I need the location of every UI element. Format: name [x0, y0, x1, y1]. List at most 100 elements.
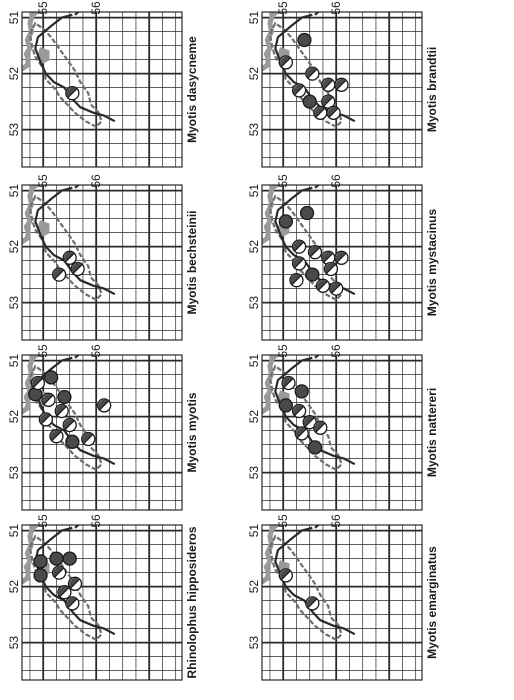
border-line [22, 12, 41, 72]
river-line [34, 13, 116, 123]
record-marker [329, 281, 344, 296]
record-marker [281, 375, 296, 391]
species-label: Myotis myotis [185, 392, 199, 472]
record-marker [278, 398, 294, 413]
lat-tick-label: 56 [89, 1, 103, 15]
lat-tick-label: 56 [89, 174, 103, 188]
map-panel: 55 56 51 52 53 Myotis nattereri [247, 344, 439, 511]
map-panel: 55 56 51 52 53 Rhinolophus hipposideros [7, 514, 199, 681]
record-marker [291, 239, 307, 254]
lon-tick-label: 53 [247, 296, 261, 310]
lat-tick-label: 56 [329, 1, 343, 15]
river-line [34, 186, 116, 296]
record-marker [54, 403, 69, 419]
lat-tick-label: 55 [276, 514, 290, 528]
record-marker [315, 278, 331, 293]
record-marker [30, 375, 46, 391]
map-panel: 55 56 51 52 53 Myotis brandtii [247, 1, 439, 168]
lon-tick-label: 52 [7, 410, 21, 424]
record-marker [62, 417, 77, 433]
species-label: Myotis dasycneme [185, 36, 199, 143]
record-marker [62, 250, 77, 265]
panel-frame [261, 184, 423, 341]
lat-tick-label: 55 [36, 514, 50, 528]
record-marker [65, 86, 80, 101]
record-marker [291, 256, 307, 271]
record-marker [70, 261, 85, 277]
record-marker [33, 554, 48, 569]
lat-tick-label: 56 [89, 514, 103, 528]
lon-tick-label: 53 [247, 123, 261, 137]
panel-frame [21, 524, 183, 681]
panel-frame [21, 354, 183, 511]
panel-frame [21, 184, 183, 341]
species-label: Rhinolophus hipposideros [185, 526, 199, 678]
river-line [274, 356, 356, 466]
lat-tick-label: 56 [329, 174, 343, 188]
border-line [262, 355, 281, 415]
panel-frame [261, 11, 423, 168]
panel-frame [261, 354, 423, 511]
lon-tick-label: 53 [7, 466, 21, 480]
river-line [274, 526, 356, 636]
lon-tick-label: 52 [7, 580, 21, 594]
species-label: Myotis emarginatus [425, 546, 439, 659]
lon-tick-label: 52 [247, 67, 261, 81]
map-panel: 55 56 51 52 53 Myotis bechsteinii [7, 174, 199, 341]
lon-tick-label: 52 [247, 410, 261, 424]
record-marker [51, 267, 67, 282]
record-marker [313, 105, 328, 120]
species-label: Myotis nattereri [425, 388, 439, 477]
record-marker [62, 551, 77, 566]
lon-tick-label: 51 [7, 11, 21, 25]
lon-tick-label: 51 [7, 184, 21, 198]
record-marker [38, 412, 53, 427]
lon-tick-label: 52 [247, 240, 261, 254]
record-marker [81, 431, 96, 447]
border-line [22, 525, 41, 585]
lon-tick-label: 51 [247, 354, 261, 368]
record-marker [65, 596, 80, 611]
lat-tick-label: 55 [36, 1, 50, 15]
river-line [34, 526, 116, 636]
map-panel: 55 56 51 52 53 Myotis myotis [7, 344, 199, 511]
record-marker [278, 55, 294, 70]
record-marker [291, 83, 307, 98]
record-marker [313, 420, 328, 435]
lon-tick-label: 53 [7, 123, 21, 137]
lat-tick-label: 55 [276, 174, 290, 188]
lat-tick-label: 56 [89, 344, 103, 358]
panel-frame [261, 524, 423, 681]
record-marker [57, 585, 72, 600]
lon-tick-label: 52 [247, 580, 261, 594]
record-marker [323, 261, 339, 277]
record-marker [326, 105, 341, 120]
lat-tick-label: 55 [36, 344, 50, 358]
lon-tick-label: 51 [7, 524, 21, 538]
record-marker [278, 568, 294, 583]
lat-tick-label: 55 [36, 174, 50, 188]
record-marker [302, 94, 317, 109]
record-marker [307, 245, 323, 260]
lat-tick-label: 55 [276, 344, 290, 358]
border-line [22, 185, 41, 245]
lon-tick-label: 53 [7, 636, 21, 650]
record-marker [41, 392, 56, 407]
lon-tick-label: 51 [247, 524, 261, 538]
lon-tick-label: 51 [7, 354, 21, 368]
lat-tick-label: 56 [329, 514, 343, 528]
lon-tick-label: 53 [7, 296, 21, 310]
record-marker [305, 596, 320, 611]
record-marker [57, 389, 72, 405]
lon-tick-label: 53 [247, 636, 261, 650]
record-marker [294, 384, 309, 399]
record-marker [302, 415, 317, 430]
lon-tick-label: 51 [247, 184, 261, 198]
lat-tick-label: 56 [329, 344, 343, 358]
record-marker [334, 77, 349, 92]
species-label: Myotis bechsteinii [185, 210, 199, 314]
border-line [262, 185, 281, 245]
record-marker [97, 398, 112, 413]
lon-tick-label: 51 [247, 11, 261, 25]
record-marker [297, 32, 312, 48]
